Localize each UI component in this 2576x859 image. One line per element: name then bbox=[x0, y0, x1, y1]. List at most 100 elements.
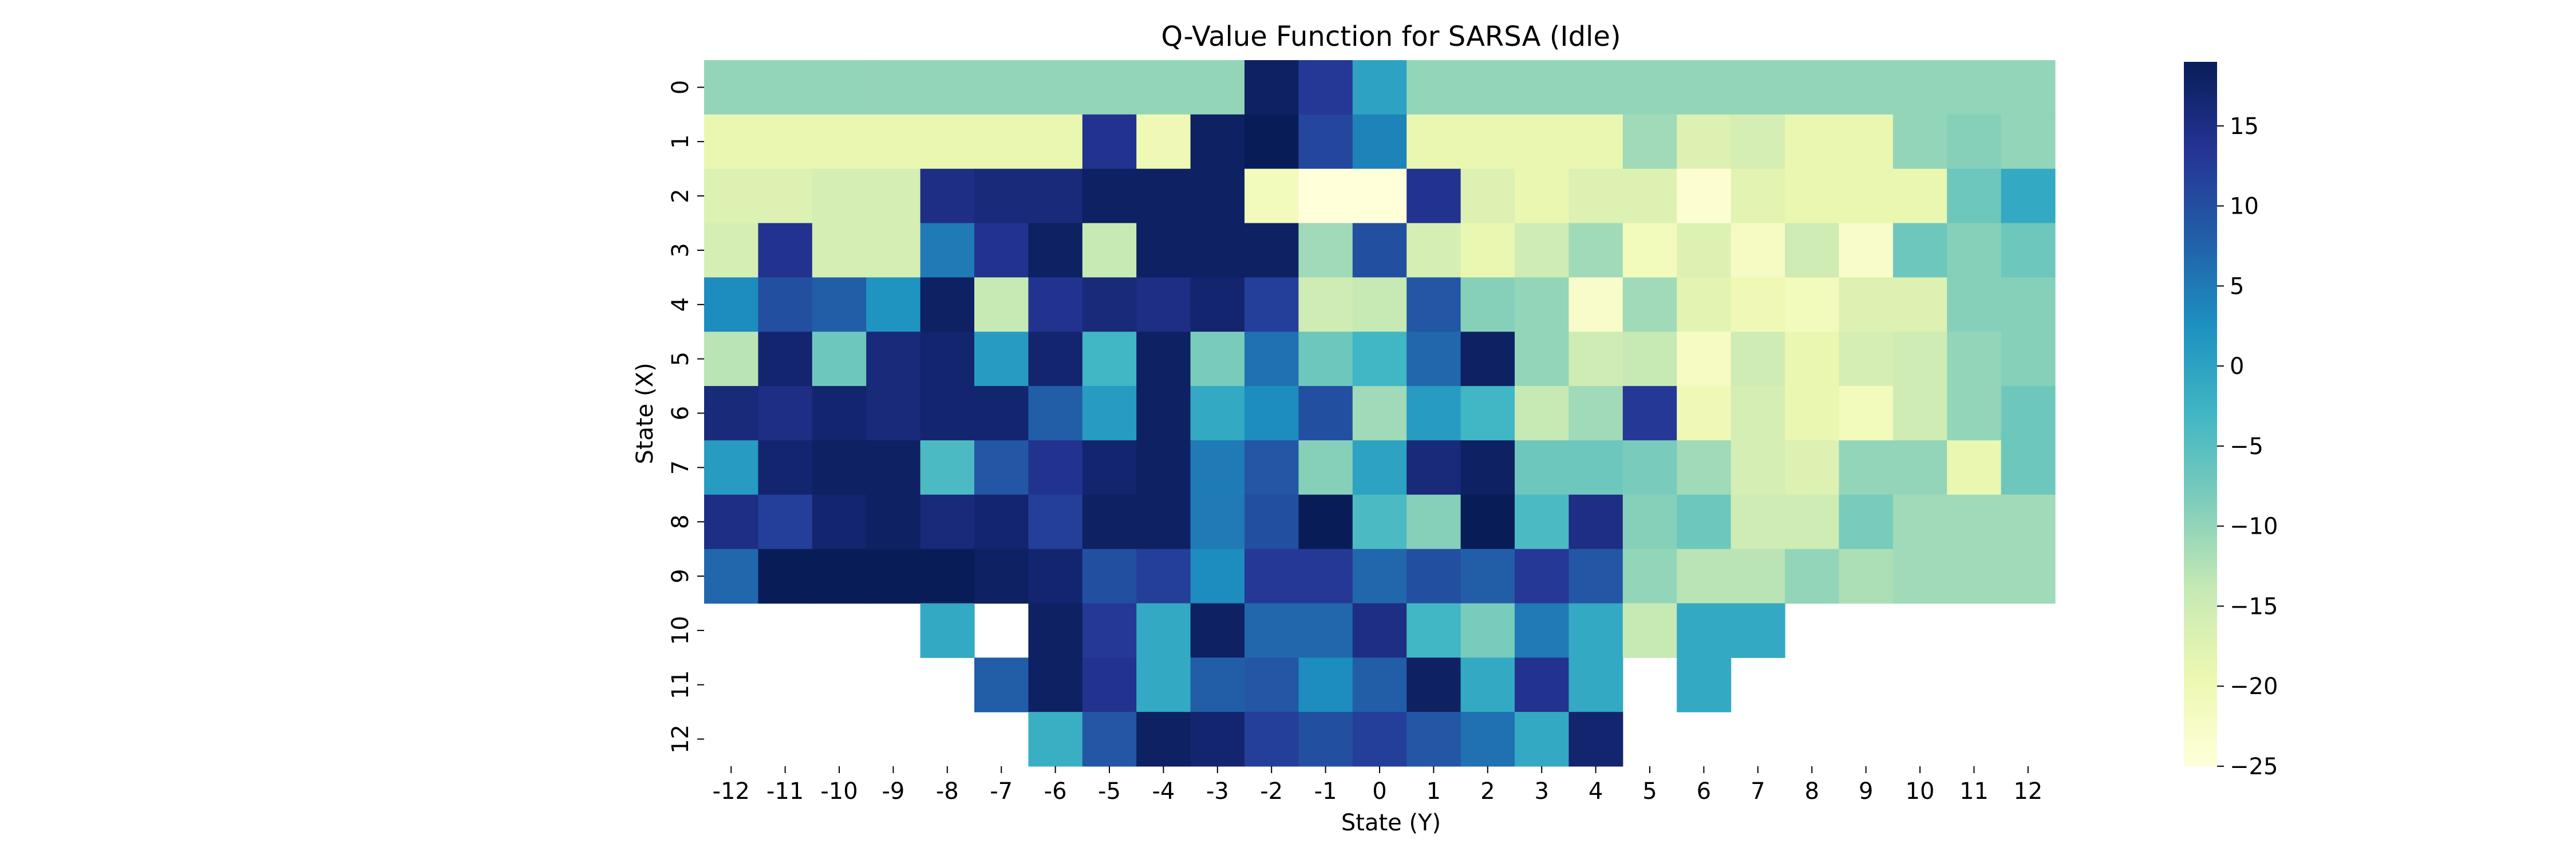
x-tick-label: 1 bbox=[1427, 778, 1441, 805]
heatmap-cell bbox=[1298, 712, 1353, 767]
heatmap-cell bbox=[1244, 494, 1299, 550]
heatmap-cell bbox=[1028, 332, 1083, 387]
heatmap-cell bbox=[1568, 332, 1623, 387]
heatmap-cell bbox=[1460, 168, 1515, 224]
heatmap-cell bbox=[1785, 386, 1839, 441]
heatmap-cell bbox=[1406, 223, 1461, 278]
x-tick-label: -6 bbox=[1044, 778, 1067, 805]
heatmap-cell bbox=[1622, 440, 1677, 495]
heatmap-cell bbox=[1028, 440, 1083, 495]
heatmap-cell bbox=[704, 114, 758, 170]
heatmap-cell bbox=[1568, 223, 1623, 278]
heatmap-cell bbox=[1947, 60, 2002, 115]
heatmap-cell bbox=[1515, 549, 1569, 604]
colorbar-gradient bbox=[2184, 62, 2217, 766]
heatmap-cell bbox=[1460, 114, 1515, 170]
heatmap-cell bbox=[1785, 549, 1839, 604]
heatmap-cell bbox=[1352, 332, 1407, 387]
heatmap-cell bbox=[920, 386, 975, 441]
heatmap-cell bbox=[2001, 332, 2056, 387]
heatmap-cell bbox=[1136, 223, 1191, 278]
heatmap-cell bbox=[1947, 332, 2002, 387]
heatmap-cell bbox=[758, 386, 813, 441]
heatmap-cell bbox=[1515, 494, 1569, 550]
heatmap-cell bbox=[1136, 440, 1191, 495]
heatmap-cell bbox=[1190, 223, 1245, 278]
heatmap-cell bbox=[920, 440, 975, 495]
heatmap-cell bbox=[1190, 277, 1245, 332]
heatmap-cell bbox=[758, 440, 813, 495]
heatmap-cell bbox=[1190, 168, 1245, 224]
heatmap-cell bbox=[1460, 494, 1515, 550]
heatmap-cell bbox=[1785, 332, 1839, 387]
heatmap-cell bbox=[1082, 114, 1137, 170]
colorbar-tick-label: −20 bbox=[2230, 673, 2278, 700]
heatmap-cell bbox=[1406, 114, 1461, 170]
heatmap-cell bbox=[1082, 494, 1137, 550]
heatmap-cell bbox=[1298, 603, 1353, 658]
heatmap-cell bbox=[1622, 114, 1677, 170]
heatmap-cell bbox=[1839, 277, 1894, 332]
heatmap-cell bbox=[1460, 332, 1515, 387]
heatmap-cell bbox=[1677, 657, 1732, 712]
heatmap-cell bbox=[1028, 277, 1083, 332]
y-tick-label: 12 bbox=[667, 724, 694, 754]
heatmap-cell bbox=[1730, 549, 1785, 604]
heatmap-cell bbox=[812, 494, 867, 550]
heatmap-cell bbox=[1406, 386, 1461, 441]
heatmap-cell bbox=[2001, 114, 2056, 170]
heatmap-cell bbox=[1568, 657, 1623, 712]
heatmap-cell bbox=[1190, 549, 1245, 604]
heatmap-cell bbox=[1568, 168, 1623, 224]
heatmap-cell bbox=[1136, 549, 1191, 604]
x-tick-label: 12 bbox=[2013, 778, 2042, 805]
heatmap-cell bbox=[1677, 603, 1732, 658]
heatmap-cell bbox=[1406, 168, 1461, 224]
heatmap-cell bbox=[2001, 60, 2056, 115]
colorbar-tick-label: 0 bbox=[2230, 353, 2244, 380]
heatmap-cell bbox=[1568, 277, 1623, 332]
heatmap-cell bbox=[1568, 494, 1623, 550]
heatmap-cell bbox=[1730, 60, 1785, 115]
heatmap-cell bbox=[1082, 332, 1137, 387]
heatmap-cell bbox=[1839, 168, 1894, 224]
heatmap-cell bbox=[1298, 223, 1353, 278]
heatmap-cell bbox=[1839, 386, 1894, 441]
heatmap-cell bbox=[1190, 603, 1245, 658]
heatmap-cell bbox=[1785, 60, 1839, 115]
heatmap-cell bbox=[1839, 494, 1894, 550]
heatmap-cell bbox=[1406, 440, 1461, 495]
heatmap-cell bbox=[1244, 657, 1299, 712]
heatmap-cell bbox=[1568, 549, 1623, 604]
y-tick-label: 9 bbox=[667, 569, 694, 583]
heatmap-cell bbox=[1622, 549, 1677, 604]
heatmap-cell bbox=[1136, 494, 1191, 550]
heatmap-cell bbox=[1677, 114, 1732, 170]
heatmap-cell bbox=[1352, 657, 1407, 712]
heatmap-cell bbox=[1785, 277, 1839, 332]
heatmap-cell bbox=[1244, 277, 1299, 332]
heatmap-cell bbox=[1406, 712, 1461, 767]
heatmap-cell bbox=[1893, 440, 1947, 495]
heatmap-cell bbox=[1298, 60, 1353, 115]
y-tick-label: 11 bbox=[667, 670, 694, 699]
heatmap-cell bbox=[1785, 114, 1839, 170]
heatmap-cell bbox=[1352, 114, 1407, 170]
heatmap-cell bbox=[2001, 277, 2056, 332]
heatmap-cell bbox=[866, 549, 921, 604]
heatmap-cell bbox=[1893, 114, 1947, 170]
heatmap-cells bbox=[704, 60, 2056, 767]
heatmap-cell bbox=[1622, 60, 1677, 115]
heatmap-cell bbox=[1082, 603, 1137, 658]
heatmap-cell bbox=[704, 440, 758, 495]
heatmap-cell bbox=[1947, 114, 2002, 170]
heatmap-cell bbox=[866, 114, 921, 170]
heatmap-cell bbox=[1568, 386, 1623, 441]
heatmap-cell bbox=[1460, 549, 1515, 604]
heatmap-cell bbox=[920, 277, 975, 332]
heatmap-cell bbox=[1677, 223, 1732, 278]
heatmap-cell bbox=[2001, 494, 2056, 550]
heatmap-cell bbox=[1298, 332, 1353, 387]
heatmap-cell bbox=[1947, 549, 2002, 604]
x-tick-label: 6 bbox=[1697, 778, 1711, 805]
